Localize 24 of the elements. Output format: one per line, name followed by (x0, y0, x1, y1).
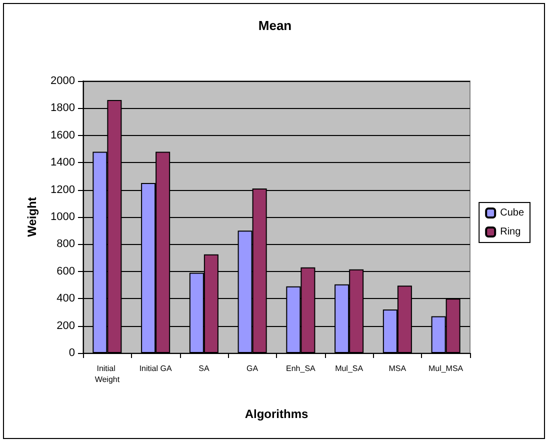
x-tick-label: MSA (388, 364, 407, 373)
y-tick-label: 1200 (50, 184, 75, 196)
y-tick-label: 0 (68, 347, 75, 359)
y-axis-title: Weight (25, 197, 39, 237)
y-tick-label: 200 (56, 320, 75, 332)
y-tick-label: 600 (56, 265, 75, 278)
x-tick-label: Initial Weight (94, 364, 120, 384)
x-tick-label: Mul_MSA (428, 364, 464, 373)
y-tick-label: 1800 (50, 102, 75, 114)
x-tick-label: GA (246, 364, 259, 373)
y-tick-label: 1600 (50, 129, 75, 142)
legend-label: Cube (500, 208, 524, 218)
x-tick-label: Mul_SA (335, 364, 364, 373)
x-axis-title: Algorithms (244, 407, 308, 421)
y-tick-label: 2000 (50, 75, 75, 87)
y-tick-label: 400 (56, 292, 75, 305)
x-tick-label: Enh_SA (286, 364, 316, 373)
x-tick-label: Initial GA (139, 364, 172, 373)
legend-label: Ring (500, 226, 521, 238)
x-tick-label: SA (198, 364, 210, 373)
chart-title: Mean (258, 18, 292, 33)
y-tick-label: 800 (56, 238, 75, 250)
y-tick-label: 1000 (50, 211, 75, 223)
y-tick-label: 1400 (50, 156, 75, 169)
